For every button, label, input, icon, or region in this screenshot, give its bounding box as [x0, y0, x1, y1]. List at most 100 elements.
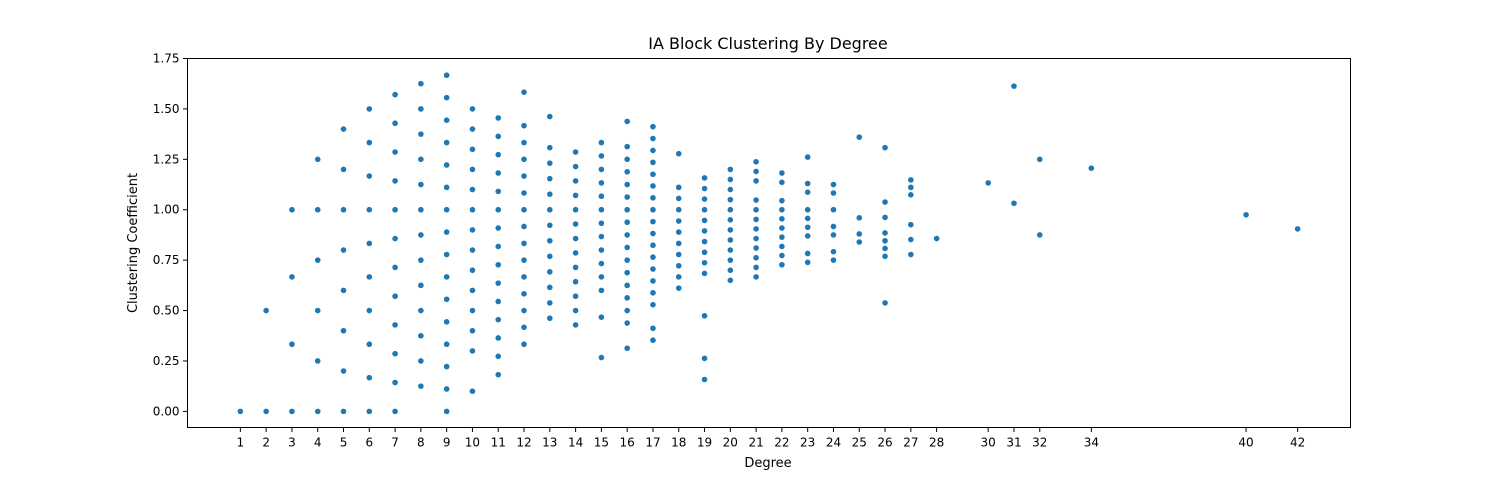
data-point — [753, 235, 759, 242]
data-point — [624, 181, 630, 188]
data-point — [572, 221, 579, 227]
data-point — [572, 149, 579, 155]
data-point — [856, 239, 863, 245]
data-point — [624, 232, 630, 238]
x-tick-label: 9 — [443, 436, 451, 450]
data-points — [237, 72, 1301, 415]
data-point — [314, 358, 321, 364]
data-point — [469, 388, 476, 395]
data-point — [572, 322, 579, 328]
data-point — [650, 301, 656, 308]
y-axis: 0.00 0.25 0.50 0.75 1.00 1.25 1.50 1.75 — [153, 52, 188, 418]
data-point — [340, 126, 347, 132]
data-point — [547, 253, 553, 260]
data-point — [495, 335, 502, 341]
x-tick-label: 31 — [1006, 436, 1021, 450]
data-point — [1011, 83, 1017, 89]
x-tick-label: 34 — [1084, 436, 1099, 450]
data-point — [443, 72, 450, 79]
data-point — [624, 282, 630, 289]
data-point — [469, 247, 476, 253]
data-point — [521, 139, 527, 146]
data-point — [443, 162, 450, 168]
data-point — [701, 270, 708, 277]
data-point — [314, 307, 321, 314]
x-tick-label: 12 — [516, 436, 531, 450]
data-point — [495, 225, 502, 231]
data-point — [624, 206, 630, 213]
data-point — [418, 131, 424, 137]
data-point — [624, 320, 630, 326]
data-point — [882, 253, 888, 260]
x-tick-label: 3 — [288, 436, 296, 450]
data-point — [830, 223, 837, 230]
data-point — [650, 218, 656, 225]
data-point — [443, 363, 450, 370]
data-point — [598, 260, 605, 267]
data-point — [443, 341, 450, 348]
data-point — [908, 221, 914, 228]
data-point — [443, 296, 450, 303]
data-point — [469, 146, 476, 153]
data-point — [908, 184, 914, 191]
data-point — [779, 261, 785, 268]
data-point — [547, 113, 553, 120]
data-point — [366, 139, 373, 146]
data-point — [392, 350, 398, 357]
data-point — [547, 237, 553, 244]
data-point — [366, 173, 373, 179]
data-point — [675, 206, 682, 213]
data-point — [650, 171, 656, 178]
data-point — [443, 251, 450, 258]
data-point — [753, 197, 759, 203]
data-point — [675, 240, 682, 247]
x-tick-label: 15 — [594, 436, 609, 450]
data-point — [572, 307, 579, 314]
data-point — [753, 226, 759, 232]
chart-title: IA Block Clustering By Degree — [648, 34, 888, 53]
data-point — [495, 280, 502, 286]
data-point — [908, 236, 914, 243]
data-point — [340, 247, 347, 253]
data-point — [753, 254, 759, 261]
data-point — [418, 307, 424, 314]
data-point — [701, 259, 708, 266]
data-point — [495, 316, 502, 323]
data-point — [418, 206, 424, 213]
data-point — [804, 233, 811, 239]
data-point — [547, 191, 553, 198]
x-tick-label: 27 — [903, 436, 918, 450]
data-point — [495, 298, 502, 305]
data-point — [443, 408, 450, 415]
x-tick-label: 20 — [723, 436, 738, 450]
data-point — [804, 180, 811, 187]
data-point — [547, 269, 553, 275]
data-point — [418, 358, 424, 364]
data-point — [624, 156, 630, 163]
data-point — [882, 237, 888, 244]
data-point — [366, 206, 373, 213]
data-point — [598, 180, 605, 186]
data-point — [804, 189, 811, 195]
data-point — [443, 274, 450, 280]
data-point — [779, 243, 785, 250]
data-point — [908, 177, 914, 183]
data-point — [727, 196, 734, 203]
data-point — [495, 115, 502, 121]
data-point — [366, 274, 373, 280]
data-point — [753, 158, 759, 165]
data-point — [392, 178, 398, 184]
data-point — [675, 150, 682, 157]
data-point — [314, 408, 321, 415]
plot-frame — [187, 58, 1351, 428]
data-point — [469, 166, 476, 173]
data-point — [753, 178, 759, 184]
data-point — [598, 287, 605, 294]
data-point — [314, 206, 321, 213]
data-point — [314, 156, 321, 163]
data-point — [598, 206, 605, 213]
data-point — [469, 106, 476, 112]
data-point — [650, 159, 656, 166]
data-point — [727, 227, 734, 233]
data-point — [856, 231, 863, 237]
